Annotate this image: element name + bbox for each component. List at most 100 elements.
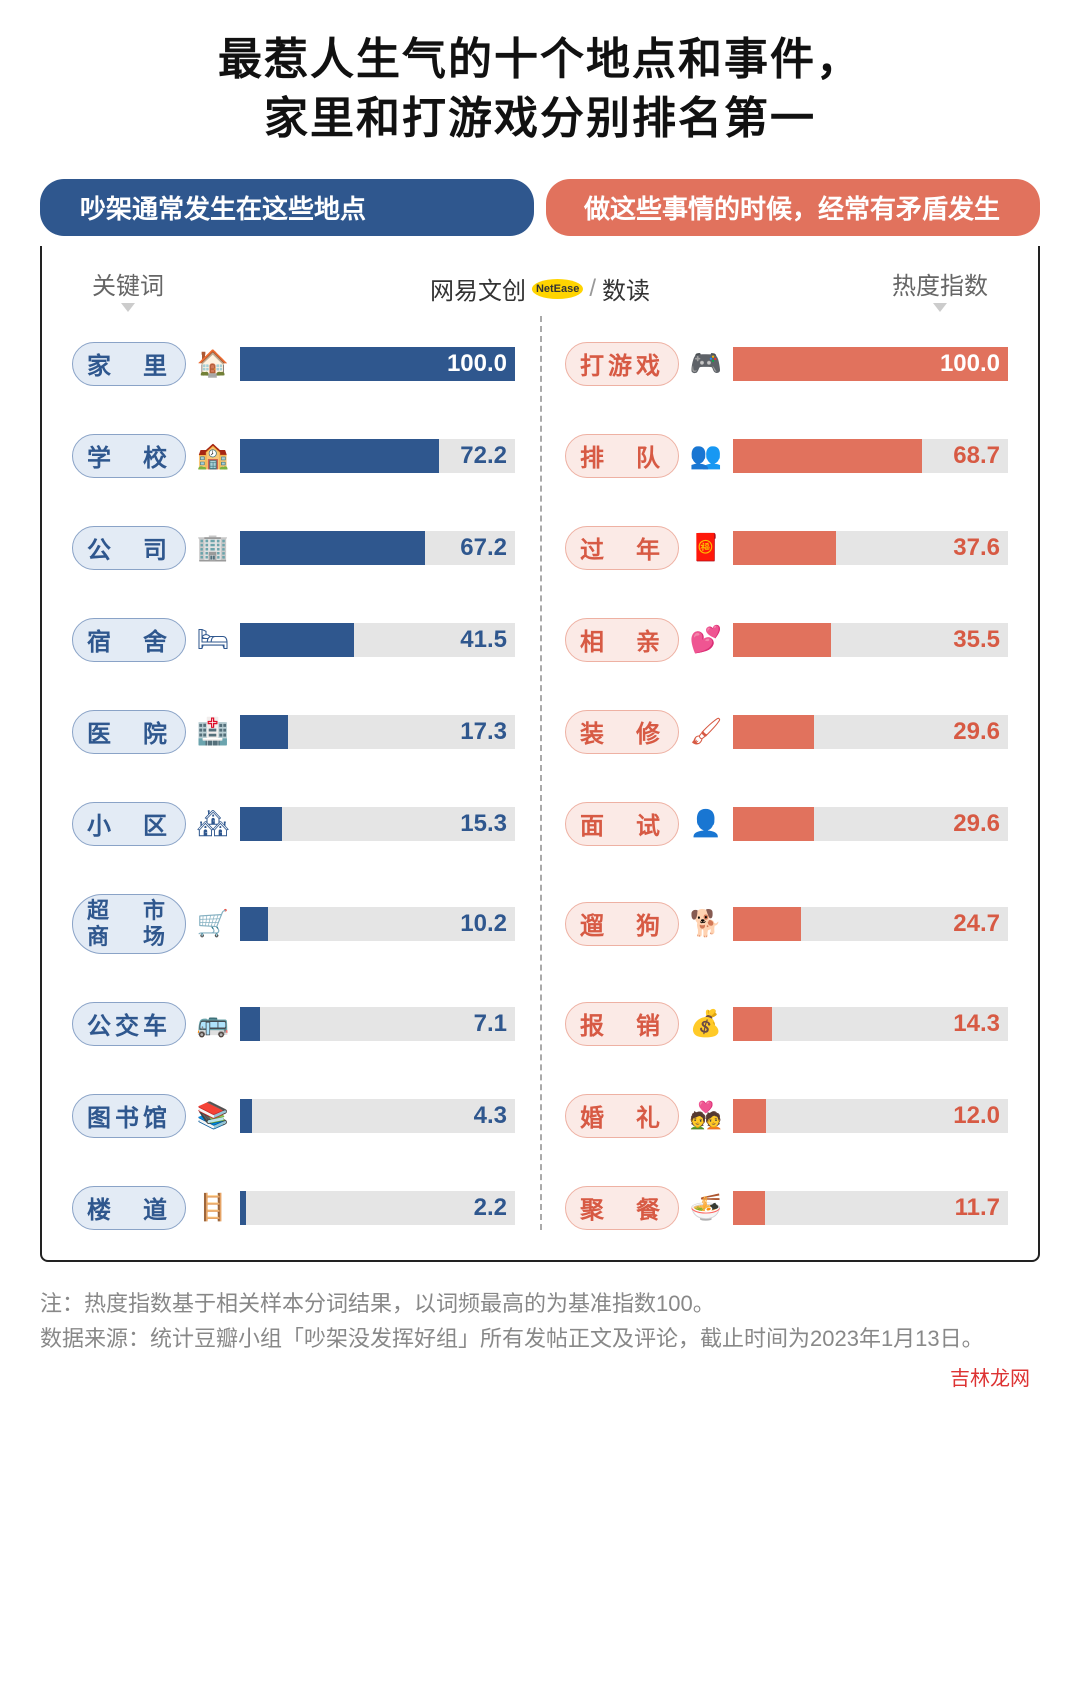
bar-fill (240, 715, 288, 749)
bar-fill (733, 1007, 772, 1041)
header-keyword-text: 关键词 (92, 266, 164, 301)
bar-track: 35.5 (733, 623, 1008, 657)
bar-fill (240, 439, 439, 473)
pill-label: 公 司 (87, 530, 171, 565)
bar-value: 15.3 (460, 810, 507, 838)
bar-value: 7.1 (474, 1010, 507, 1038)
bus-icon: 🚌 (196, 1007, 230, 1041)
bar-track: 72.2 (240, 439, 515, 473)
category-pill: 报 销 (565, 1002, 679, 1046)
school-icon: 🏫 (196, 439, 230, 473)
brand-text-1: 网易文创 (430, 271, 526, 306)
pill-label: 排 队 (580, 438, 664, 473)
category-pill: 超 市商 场 (72, 894, 186, 954)
bar-track: 10.2 (240, 907, 515, 941)
bar-value: 14.3 (953, 1010, 1000, 1038)
data-row: 家 里🏠100.0打游戏🎮100.0 (72, 342, 1008, 386)
category-pill: 医 院 (72, 710, 186, 754)
category-pill: 遛 狗 (565, 902, 679, 946)
dog-icon: 🐕 (689, 907, 723, 941)
category-pill: 相 亲 (565, 618, 679, 662)
bar-value: 37.6 (953, 534, 1000, 562)
bar-value: 2.2 (474, 1194, 507, 1222)
pill-label: 公交车 (87, 1006, 171, 1041)
bar-track: 15.3 (240, 807, 515, 841)
bar-value: 10.2 (460, 910, 507, 938)
main-title: 最惹人生气的十个地点和事件， 家里和打游戏分别排名第一 (40, 30, 1040, 149)
pill-label: 打游戏 (580, 346, 664, 381)
data-row: 超 市商 场 🛒 10.2 遛 狗 🐕 24.7 (72, 894, 1008, 954)
office-icon: 🏢 (196, 531, 230, 565)
brand-watermark: 网易文创 NetEase / 数读 (430, 271, 650, 306)
queue-icon: 👥 (689, 439, 723, 473)
pill-label: 过 年 (580, 530, 664, 565)
bar-track: 67.2 (240, 531, 515, 565)
cart-icon: 🛒 (196, 907, 230, 941)
source-watermark: 吉林龙网 (40, 1362, 1040, 1391)
infographic-container: 最惹人生气的十个地点和事件， 家里和打游戏分别排名第一 吵架通常发生在这些地点 … (0, 0, 1080, 1411)
bar-value: 29.6 (953, 810, 1000, 838)
category-pill: 图书馆 (72, 1094, 186, 1138)
bar-value: 17.3 (460, 718, 507, 746)
category-pill: 小 区 (72, 802, 186, 846)
tab-events: 做这些事情的时候，经常有矛盾发生 (546, 179, 1040, 236)
pill-label: 小 区 (87, 806, 171, 841)
bar-value: 100.0 (447, 350, 507, 378)
bar-track: 100.0 (733, 347, 1008, 381)
bar-value: 4.3 (474, 1102, 507, 1130)
paint-icon: 🖌 (689, 715, 723, 749)
pill-label: 图书馆 (87, 1098, 171, 1133)
footnotes: 注：热度指数基于相关样本分词结果，以词频最高的为基准指数100。 数据来源：统计… (40, 1286, 1040, 1356)
bar-value: 41.5 (460, 626, 507, 654)
bar-fill (733, 531, 836, 565)
category-pill: 公交车 (72, 1002, 186, 1046)
pill-label: 超 市 (87, 898, 171, 923)
bar-value: 35.5 (953, 626, 1000, 654)
bar-track: 11.7 (733, 1191, 1008, 1225)
bar-track: 7.1 (240, 1007, 515, 1041)
bar-fill (733, 623, 831, 657)
pill-label: 面 试 (580, 806, 664, 841)
pill-label: 装 修 (580, 714, 664, 749)
bar-item: 学 校🏫72.2 (72, 434, 515, 478)
footnote-1: 注：热度指数基于相关样本分词结果，以词频最高的为基准指数100。 (40, 1286, 1040, 1321)
heart-icon: 💕 (689, 623, 723, 657)
data-row: 医 院🏥17.3装 修🖌29.6 (72, 710, 1008, 754)
dining-icon: 🍜 (689, 1191, 723, 1225)
pill-label: 遛 狗 (580, 906, 664, 941)
bar-item: 过 年🧧37.6 (565, 526, 1008, 570)
bar-item: 楼 道🪜2.2 (72, 1186, 515, 1230)
bar-track: 17.3 (240, 715, 515, 749)
category-pill: 聚 餐 (565, 1186, 679, 1230)
stairs-icon: 🪜 (196, 1191, 230, 1225)
bar-item: 图书馆📚4.3 (72, 1094, 515, 1138)
data-row: 公 司 🏢 67.2 过 年🧧37.6 (72, 526, 1008, 570)
receipt-icon: 💰 (689, 1007, 723, 1041)
bar-value: 11.7 (955, 1194, 1000, 1222)
bar-fill (240, 1191, 246, 1225)
bar-fill (733, 439, 922, 473)
column-headers: 关键词 网易文创 NetEase / 数读 热度指数 (72, 266, 1008, 312)
bar-fill (240, 1099, 252, 1133)
data-row: 楼 道🪜2.2聚 餐🍜11.7 (72, 1186, 1008, 1230)
bar-fill (733, 807, 814, 841)
bar-fill (733, 907, 801, 941)
bar-track: 4.3 (240, 1099, 515, 1133)
bar-item: 宿 舍🛏41.5 (72, 618, 515, 662)
chart-panel: 关键词 网易文创 NetEase / 数读 热度指数 家 里🏠100.0打游戏🎮… (40, 246, 1040, 1262)
data-row: 公交车 🚌 7.1 报 销 💰 14.3 (72, 1002, 1008, 1046)
bar-item: 打游戏 🎮 100.0 (565, 342, 1008, 386)
bar-item: 装 修🖌29.6 (565, 710, 1008, 754)
bar-fill (733, 1191, 765, 1225)
bar-fill (733, 1099, 766, 1133)
wedding-icon: 💑 (689, 1099, 723, 1133)
bar-track: 14.3 (733, 1007, 1008, 1041)
bar-item: 相 亲 💕 35.5 (565, 618, 1008, 662)
bar-value: 12.0 (953, 1102, 1000, 1130)
bar-fill (240, 807, 282, 841)
title-line-2: 家里和打游戏分别排名第一 (264, 94, 816, 143)
netease-badge-icon: NetEase (532, 279, 583, 299)
gamepad-icon: 🎮 (689, 347, 723, 381)
bar-value: 24.7 (953, 910, 1000, 938)
bar-item: 报 销 💰 14.3 (565, 1002, 1008, 1046)
